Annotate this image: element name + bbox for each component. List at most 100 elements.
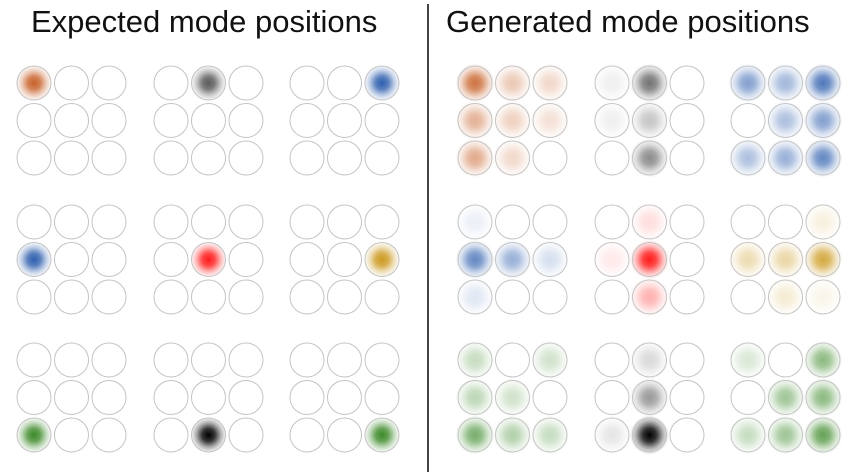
mode-blob [455, 377, 495, 418]
mode-blob [728, 239, 768, 280]
grid-ring [54, 279, 89, 315]
grid-ring [228, 204, 264, 240]
mode-blob [16, 65, 52, 101]
generated-block-4 [455, 202, 570, 317]
grid-ring [594, 417, 630, 453]
mode-blob [629, 202, 670, 242]
grid-ring [730, 140, 766, 176]
grid-ring [457, 279, 493, 315]
grid-ring [54, 103, 89, 138]
grid-ring [495, 103, 530, 138]
grid-ring [768, 279, 803, 315]
grid-ring [228, 103, 264, 138]
generated-block-7 [455, 340, 570, 455]
grid-ring [669, 65, 705, 101]
mode-blob [492, 138, 533, 178]
grid-ring [669, 417, 705, 453]
mode-blob [765, 377, 806, 418]
grid-ring [289, 242, 325, 277]
grid-ring [153, 140, 189, 176]
grid-ring [54, 65, 89, 101]
grid-ring [805, 342, 841, 378]
grid-ring [327, 103, 362, 138]
mode-blob [364, 417, 400, 453]
grid-ring [153, 204, 189, 240]
grid-ring [730, 242, 766, 277]
grid-ring [364, 279, 400, 315]
grid-ring [532, 140, 568, 176]
grid-ring [364, 204, 400, 240]
expected-block-7 [16, 342, 127, 453]
grid-ring [289, 380, 325, 415]
grid-ring [54, 380, 89, 415]
mode-blob [190, 65, 227, 101]
grid-ring [327, 380, 362, 415]
mode-blob [629, 63, 670, 103]
grid-ring [457, 204, 493, 240]
grid-ring [91, 65, 127, 101]
grid-ring [153, 380, 189, 415]
mode-blob [592, 100, 632, 141]
mode-blob [765, 239, 806, 280]
grid-ring [669, 380, 705, 415]
expected-block-1 [16, 65, 127, 176]
grid-ring [364, 140, 400, 176]
expected-block-9 [289, 342, 400, 453]
grid-ring [153, 342, 189, 378]
mode-blob [629, 377, 670, 418]
mode-blob [803, 340, 843, 380]
grid-ring [228, 342, 264, 378]
grid-ring [457, 417, 493, 453]
mode-blob [728, 415, 768, 455]
grid-ring [805, 279, 841, 315]
grid-ring [191, 279, 226, 315]
mode-blob [492, 415, 533, 455]
mode-blob [364, 65, 400, 101]
grid-ring [532, 242, 568, 277]
mode-blob [530, 239, 570, 280]
grid-ring [532, 342, 568, 378]
expected-block-4 [16, 204, 127, 315]
mode-blob [364, 241, 400, 278]
grid-ring [289, 140, 325, 176]
mode-blob [592, 63, 632, 103]
grid-ring [91, 204, 127, 240]
grid-ring [805, 65, 841, 101]
grid-ring [228, 140, 264, 176]
mode-blob [455, 138, 495, 178]
generated-block-9 [728, 340, 843, 455]
grid-ring [91, 242, 127, 277]
grid-ring [228, 242, 264, 277]
grid-ring [153, 65, 189, 101]
mode-blob [765, 63, 806, 103]
grid-ring [495, 140, 530, 176]
grid-ring [669, 103, 705, 138]
grid-ring [632, 103, 667, 138]
mode-blob [16, 241, 52, 278]
grid-ring [54, 342, 89, 378]
grid-ring [289, 204, 325, 240]
grid-ring [669, 242, 705, 277]
grid-ring [730, 103, 766, 138]
grid-ring [16, 140, 52, 176]
expected-block-2 [153, 65, 264, 176]
grid-ring [327, 342, 362, 378]
grid-ring [16, 65, 52, 101]
mode-blob [629, 340, 670, 380]
grid-ring [54, 242, 89, 277]
grid-ring [153, 279, 189, 315]
mode-blob [530, 415, 570, 455]
grid-ring [768, 103, 803, 138]
mode-blob [492, 100, 533, 141]
mode-blob [629, 277, 670, 317]
grid-ring [153, 242, 189, 277]
grid-ring [495, 417, 530, 453]
grid-ring [16, 242, 52, 277]
grid-ring [594, 140, 630, 176]
expected-block-3 [289, 65, 400, 176]
generated-block-2 [592, 63, 705, 178]
grid-ring [632, 242, 667, 277]
mode-blob [803, 415, 843, 455]
expected-block-5 [153, 204, 264, 315]
grid-ring [632, 342, 667, 378]
